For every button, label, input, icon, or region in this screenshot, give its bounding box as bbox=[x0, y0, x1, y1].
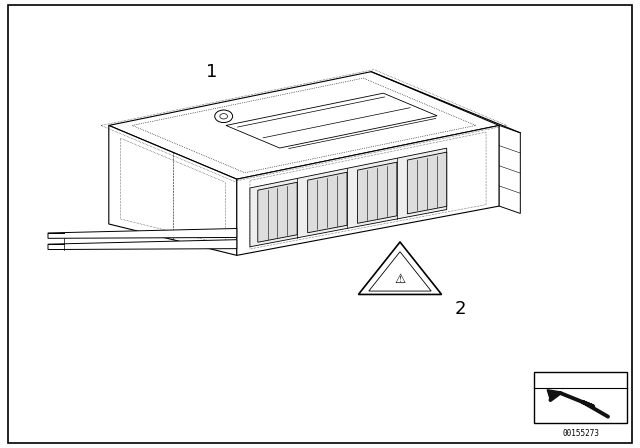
Polygon shape bbox=[308, 172, 347, 233]
Polygon shape bbox=[226, 93, 437, 148]
Polygon shape bbox=[369, 252, 431, 291]
Text: ⚠: ⚠ bbox=[394, 272, 406, 286]
Polygon shape bbox=[499, 125, 520, 214]
Bar bbox=[534, 372, 627, 423]
Text: 2: 2 bbox=[455, 300, 467, 318]
Polygon shape bbox=[109, 72, 499, 179]
Polygon shape bbox=[250, 148, 447, 247]
Polygon shape bbox=[408, 152, 447, 214]
Polygon shape bbox=[109, 125, 237, 255]
Polygon shape bbox=[547, 390, 561, 400]
Polygon shape bbox=[48, 228, 237, 238]
Text: 1: 1 bbox=[205, 63, 217, 81]
Polygon shape bbox=[358, 162, 397, 223]
Polygon shape bbox=[258, 182, 297, 242]
Text: 00155273: 00155273 bbox=[563, 429, 599, 438]
Polygon shape bbox=[48, 240, 237, 250]
Polygon shape bbox=[358, 242, 442, 294]
Polygon shape bbox=[237, 125, 499, 255]
